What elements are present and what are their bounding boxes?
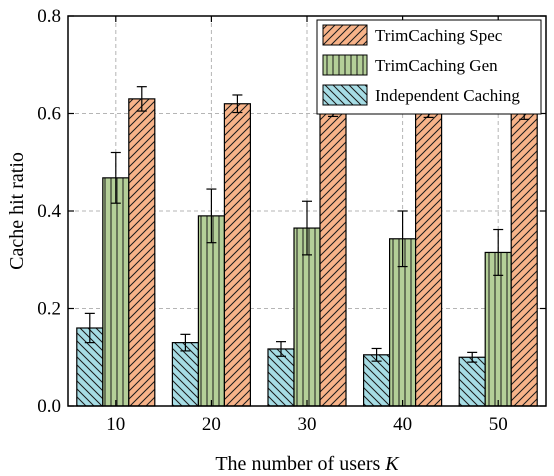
legend-swatch [322, 24, 368, 46]
x-tick-label: 50 [489, 414, 508, 435]
y-tick-label: 0.8 [37, 6, 61, 27]
x-tick-label: 20 [202, 414, 221, 435]
axis-ticks: 0.0 0.2 0.4 0.6 0.8 10 20 30 40 50 [37, 6, 546, 435]
bar-trimcaching-spec [128, 98, 156, 407]
y-tick-label: 0.4 [37, 201, 61, 222]
bar-trimcaching-gen [293, 227, 321, 407]
bar-independent-caching [267, 348, 295, 407]
bars [76, 98, 538, 407]
error-bars [84, 86, 530, 363]
bar-trimcaching-spec [415, 109, 443, 407]
y-axis-title: Cache hit ratio [6, 152, 28, 270]
bar-independent-caching [458, 356, 486, 407]
x-tick-label: 30 [298, 414, 317, 435]
y-tick-label: 0.2 [37, 299, 61, 320]
legend-label: Independent Caching [375, 86, 520, 105]
x-tick-label: 10 [106, 414, 125, 435]
bar-independent-caching [171, 342, 199, 407]
bar-trimcaching-spec [510, 112, 538, 407]
legend-swatch [322, 84, 368, 106]
legend: TrimCaching Spec TrimCaching Gen Independe… [316, 19, 542, 115]
bar-trimcaching-spec [319, 107, 347, 407]
bar-trimcaching-gen [197, 215, 225, 407]
x-tick-label: 40 [393, 414, 412, 435]
legend-swatch [322, 54, 368, 76]
legend-label: TrimCaching Spec [375, 26, 503, 45]
y-tick-label: 0.0 [37, 396, 61, 417]
bar-trimcaching-spec [223, 103, 251, 407]
x-axis-title-text: The number of users [215, 453, 380, 475]
x-axis-title: The number of users K [215, 453, 400, 475]
bar-independent-caching [363, 354, 391, 407]
bar-trimcaching-gen [102, 177, 130, 407]
x-axis-title-symbol: K [384, 453, 400, 475]
bar-trimcaching-gen [484, 251, 512, 407]
legend-label: TrimCaching Gen [375, 56, 498, 75]
y-tick-label: 0.6 [37, 104, 61, 125]
